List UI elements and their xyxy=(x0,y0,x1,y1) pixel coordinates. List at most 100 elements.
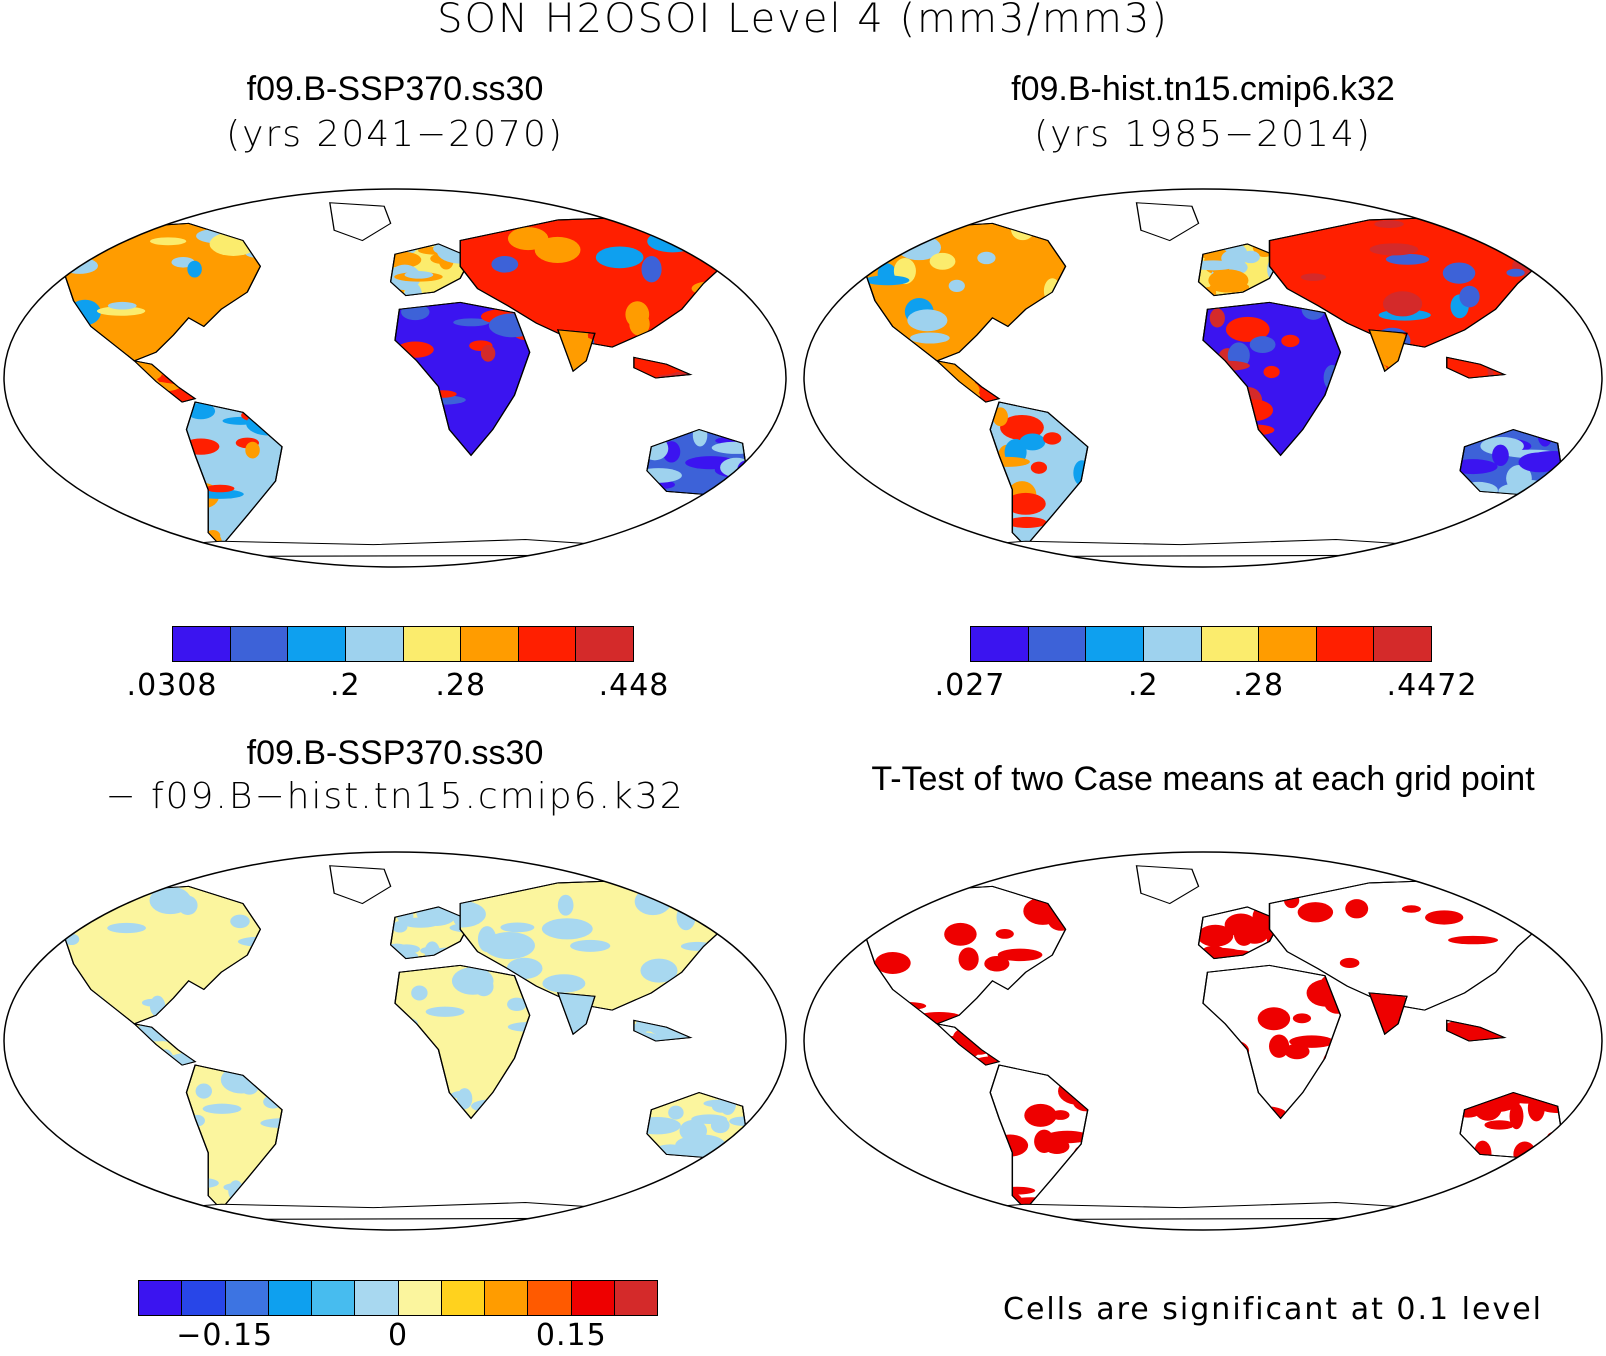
coastline xyxy=(1202,301,1342,457)
colorbar-swatch xyxy=(441,1281,485,1315)
field-patch xyxy=(507,997,527,1012)
colorbar-tick-label: .28 xyxy=(435,668,487,703)
colorbar-swatch xyxy=(971,627,1029,661)
field-patch xyxy=(134,1055,162,1066)
field-patch xyxy=(1382,291,1423,317)
field-patch xyxy=(134,1052,150,1063)
field-patch xyxy=(1512,962,1547,972)
colorbar-tick-label: .027 xyxy=(934,668,1006,703)
colorbar-tick-label: .28 xyxy=(1233,668,1285,703)
field-patch xyxy=(134,1052,160,1063)
field-patch xyxy=(195,1083,212,1099)
colorbar-case2-ticks: .027 .2 .28 .4472 xyxy=(935,666,1477,706)
field-patch xyxy=(167,1052,196,1066)
field-patch xyxy=(245,441,260,459)
field-patch xyxy=(967,365,986,378)
map-panel-case1 xyxy=(3,188,787,568)
field-patch xyxy=(1459,285,1480,308)
field-patch xyxy=(173,1035,196,1046)
colorbar-tick-label: −0.15 xyxy=(176,1318,274,1353)
field-patch xyxy=(1051,1110,1070,1120)
map-border xyxy=(803,851,1603,1231)
field-patch xyxy=(1257,1007,1291,1031)
field-patch xyxy=(929,252,956,270)
colorbar-tick-label: 0.15 xyxy=(535,1318,607,1353)
colorbar-swatch xyxy=(1201,627,1260,661)
field-patch xyxy=(635,1020,653,1032)
field-patch xyxy=(1042,962,1059,986)
field-patch xyxy=(161,360,196,373)
field-patch xyxy=(1235,1105,1286,1119)
colorbar-tick-label: .2 xyxy=(1127,668,1159,703)
colorbar-tick-label: 0 xyxy=(387,1318,409,1353)
coastline xyxy=(935,359,1001,403)
colorbar-swatch xyxy=(173,627,231,661)
field-patch xyxy=(676,357,691,367)
field-patch xyxy=(1212,441,1228,453)
land-ant xyxy=(101,538,700,558)
field-patch xyxy=(251,1187,283,1205)
field-patch xyxy=(411,985,428,1001)
coastline xyxy=(1202,964,1342,1120)
field-patch xyxy=(1284,1043,1310,1060)
field-patch xyxy=(1458,328,1485,348)
field-patch xyxy=(1242,928,1268,944)
field-patch xyxy=(675,1020,691,1033)
field-patch xyxy=(180,1005,225,1020)
field-patch xyxy=(491,256,519,273)
coastline xyxy=(557,992,596,1036)
field-patch xyxy=(534,236,581,264)
field-patch xyxy=(149,886,192,915)
coastline xyxy=(633,356,693,379)
field-patch xyxy=(186,1176,205,1187)
colorbar-diff xyxy=(138,1280,658,1316)
field-patch xyxy=(134,374,161,401)
field-patch xyxy=(453,318,490,327)
coastline xyxy=(389,243,472,297)
field-patch xyxy=(1442,262,1476,284)
field-patch xyxy=(1401,905,1421,913)
field-patch xyxy=(1213,1100,1243,1119)
field-patch xyxy=(1322,1051,1339,1075)
field-patch xyxy=(937,1056,989,1066)
field-patch xyxy=(1006,516,1047,528)
field-patch xyxy=(408,1085,436,1096)
field-patch xyxy=(477,926,497,953)
field-patch xyxy=(972,1033,991,1043)
field-patch xyxy=(1269,1034,1290,1058)
field-patch xyxy=(181,364,196,375)
field-patch xyxy=(570,939,611,952)
field-patch xyxy=(1043,432,1062,445)
field-patch xyxy=(1369,243,1419,256)
field-patch xyxy=(148,1023,191,1042)
field-patch xyxy=(53,992,76,1003)
field-patch xyxy=(986,368,1000,394)
field-patch xyxy=(1205,360,1250,371)
field-patch xyxy=(179,1027,196,1042)
field-patch xyxy=(937,394,953,403)
field-patch xyxy=(1331,994,1369,1005)
field-patch xyxy=(1072,1145,1088,1170)
field-patch xyxy=(186,438,220,455)
field-patch xyxy=(1198,924,1234,947)
field-patch xyxy=(402,1018,418,1031)
field-patch xyxy=(163,360,196,379)
field-patch xyxy=(1460,459,1498,475)
field-patch xyxy=(69,299,101,326)
field-patch xyxy=(142,389,161,403)
field-patch xyxy=(500,922,535,933)
field-patch xyxy=(134,383,148,403)
field-patch xyxy=(595,246,644,269)
field-patch xyxy=(676,904,696,931)
field-patch xyxy=(1281,334,1300,348)
colorbar-tick-label: .4472 xyxy=(1386,668,1478,703)
field-patch xyxy=(77,903,95,919)
field-patch xyxy=(1537,429,1553,447)
colorbar-swatch xyxy=(225,1281,269,1315)
field-patch xyxy=(1056,402,1081,420)
field-patch xyxy=(691,281,730,296)
field-patch xyxy=(984,955,1010,972)
field-patch xyxy=(220,1002,261,1020)
colorbar-swatch xyxy=(576,627,633,661)
coastline xyxy=(1197,243,1282,297)
